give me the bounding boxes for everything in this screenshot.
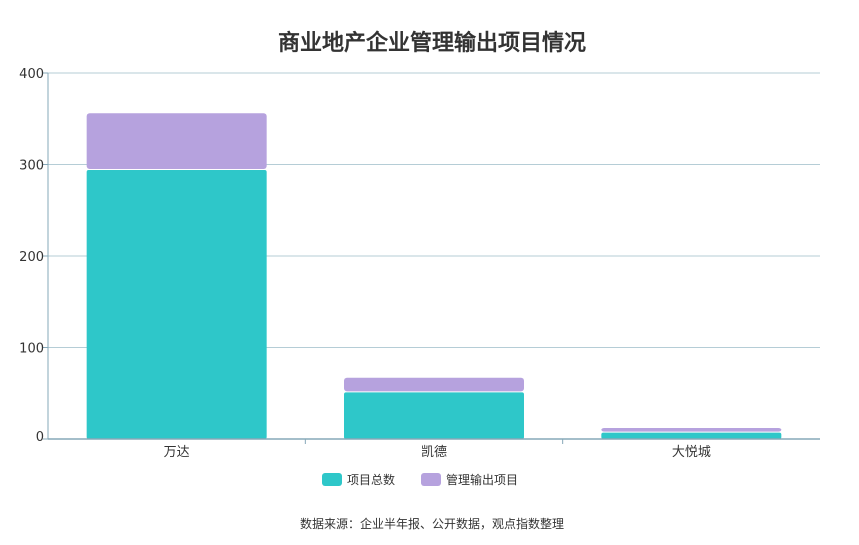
- x-tick-label: 凯德: [421, 445, 447, 460]
- legend[interactable]: 项目总数 管理输出项目: [322, 472, 518, 487]
- source-note: 数据来源：企业半年报、公开数据，观点指数整理: [300, 516, 564, 531]
- bar-managed-projects: [344, 377, 524, 392]
- legend-item-total-projects[interactable]: 项目总数: [322, 472, 395, 487]
- chart-title: 商业地产企业管理输出项目情况: [278, 30, 586, 56]
- y-tick-label: 300: [19, 159, 44, 174]
- bars: [86, 113, 782, 440]
- axes: 0 100 200 300 400 万达 凯德 大悦城: [19, 67, 820, 460]
- x-tick-label: 大悦城: [672, 445, 711, 460]
- bar-total-projects: [86, 169, 267, 440]
- y-tick-label: 200: [19, 250, 44, 265]
- y-tick-label: 0: [36, 430, 44, 445]
- y-tick-label: 400: [19, 67, 44, 82]
- legend-swatch: [322, 473, 342, 486]
- legend-item-managed-projects[interactable]: 管理输出项目: [421, 472, 518, 487]
- bar-managed-projects: [86, 113, 267, 169]
- bar-managed-projects: [601, 428, 782, 432]
- legend-label: 管理输出项目: [446, 472, 518, 487]
- legend-swatch: [421, 473, 441, 486]
- y-tick-label: 100: [19, 342, 44, 357]
- x-tick-label: 万达: [164, 445, 190, 460]
- bar-total-projects: [601, 432, 782, 439]
- legend-label: 项目总数: [347, 472, 395, 487]
- bar-total-projects: [344, 392, 524, 439]
